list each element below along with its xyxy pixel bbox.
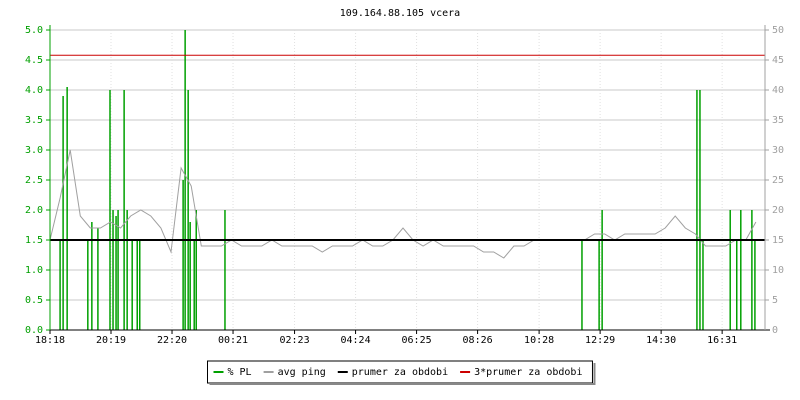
y2-tick-label: 50 xyxy=(772,25,784,36)
y-tick-label: 1.0 xyxy=(25,265,43,276)
x-tick-label: 08:26 xyxy=(463,335,493,346)
y-tick-label: 3.5 xyxy=(25,115,43,126)
x-tick-label: 10:28 xyxy=(524,335,554,346)
y2-tick-label: 5 xyxy=(772,295,778,306)
y2-tick-label: 10 xyxy=(772,265,784,276)
y-tick-label: 0.5 xyxy=(25,295,43,306)
x-tick-label: 12:29 xyxy=(585,335,615,346)
y-tick-label: 2.0 xyxy=(25,205,43,216)
x-tick-label: 22:20 xyxy=(157,335,187,346)
y-tick-label: 4.5 xyxy=(25,55,43,66)
x-tick-label: 20:19 xyxy=(96,335,126,346)
x-tick-label: 04:24 xyxy=(341,335,371,346)
y2-tick-label: 45 xyxy=(772,55,784,66)
y-tick-label: 2.5 xyxy=(25,175,43,186)
y-tick-label: 0.0 xyxy=(25,325,43,336)
x-tick-label: 06:25 xyxy=(402,335,432,346)
legend-label: 3*prumer za obdobi xyxy=(474,367,582,378)
ping-line xyxy=(49,149,757,259)
y-tick-label: 4.0 xyxy=(25,85,43,96)
legend-label: prumer za obdobi xyxy=(352,367,448,378)
chart-title: 109.164.88.105 vcera xyxy=(340,8,460,19)
y-tick-label: 5.0 xyxy=(25,25,43,36)
y2-tick-label: 20 xyxy=(772,205,784,216)
x-tick-label: 02:23 xyxy=(279,335,309,346)
y2-tick-label: 35 xyxy=(772,115,784,126)
y2-tick-label: 25 xyxy=(772,175,784,186)
legend: % PL avg ping prumer za obdobi 3*prumer za … xyxy=(207,360,593,384)
x-tick-label: 18:18 xyxy=(35,335,65,346)
x-tick-label: 16:31 xyxy=(707,335,737,346)
x-tick-label: 00:21 xyxy=(218,335,248,346)
y2-tick-label: 40 xyxy=(772,85,784,96)
y-tick-label: 3.0 xyxy=(25,145,43,156)
y-tick-label: 1.5 xyxy=(25,235,43,246)
y2-tick-label: 15 xyxy=(772,235,784,246)
y2-tick-label: 30 xyxy=(772,145,784,156)
x-tick-label: 14:30 xyxy=(646,335,676,346)
y2-tick-label: 0 xyxy=(772,325,778,336)
legend-label: avg ping xyxy=(278,367,326,378)
legend-label: % PL xyxy=(228,367,252,378)
